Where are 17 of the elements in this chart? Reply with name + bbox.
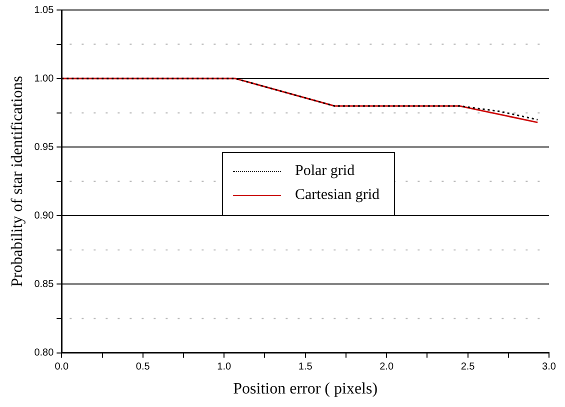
legend-label: Cartesian grid xyxy=(295,186,380,204)
y-tick-label: 0.95 xyxy=(34,142,54,153)
x-tick-label: 3.0 xyxy=(542,362,556,373)
legend-label: Polar grid xyxy=(295,162,355,180)
y-tick-label: 0.90 xyxy=(34,210,54,222)
y-tick-label: 0.80 xyxy=(34,348,54,359)
y-tick-label: 1.05 xyxy=(34,4,54,16)
x-tick-label: 0.0 xyxy=(54,362,70,373)
x-axis-title: Position error ( pixels) xyxy=(233,380,378,398)
y-tick-label: 0.85 xyxy=(34,278,54,290)
y-axis-title: Probability of star identifications xyxy=(8,76,26,287)
x-tick-label: 1.5 xyxy=(298,362,313,373)
x-tick-label: 2.0 xyxy=(380,362,394,373)
x-tick-label: 2.5 xyxy=(460,362,476,373)
x-tick-label: 0.5 xyxy=(136,362,150,373)
y-tick-label: 1.00 xyxy=(34,73,54,84)
x-tick-label: 1.0 xyxy=(217,362,232,373)
